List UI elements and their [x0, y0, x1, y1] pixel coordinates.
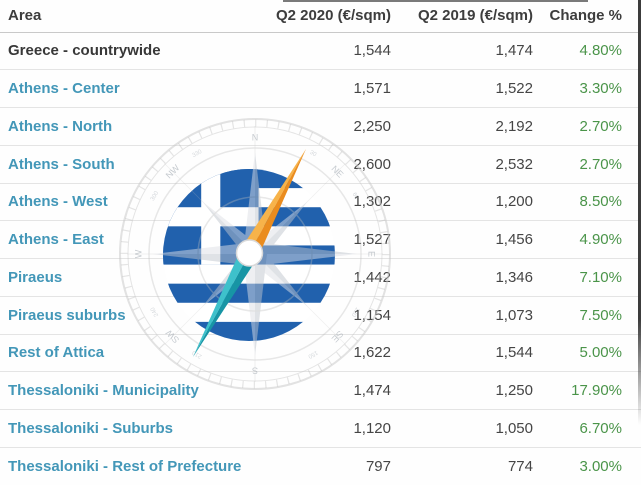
change-percent-value: 6.70%: [533, 409, 641, 448]
change-percent-value: 7.10%: [533, 258, 641, 297]
q2-2020-value: 1,474: [271, 371, 391, 410]
area-cell: Rest of Attica: [0, 334, 271, 373]
change-percent-value: 2.70%: [533, 145, 641, 184]
col-header-area: Area: [0, 0, 271, 33]
table-row: Athens - West 1,302 1,200 8.50%: [0, 183, 641, 222]
q2-2020-value: 797: [365, 457, 391, 475]
q2-2020-value: 2,600: [271, 145, 391, 184]
q2-2019-value: 774: [507, 457, 533, 475]
q2-2019-value: 1,050: [391, 409, 533, 448]
area-cell: Thessaloniki - Suburbs: [0, 409, 271, 448]
col-header-change: Change %: [533, 0, 641, 33]
right-edge-border: [638, 0, 641, 425]
area-link[interactable]: Thessaloniki - Suburbs: [8, 419, 174, 437]
top-edge-border: [283, 0, 588, 2]
area-cell: Athens - South: [0, 145, 271, 184]
area-link[interactable]: Athens - East: [8, 231, 104, 249]
q2-2019-value: 1,200: [391, 183, 533, 222]
area-cell: Athens - West: [0, 183, 271, 222]
table-row: Thessaloniki - Rest of Prefecture 797 774 3…: [0, 447, 641, 485]
q2-2020-value: 1,544: [271, 32, 391, 71]
q2-2020-value: 1,154: [271, 296, 391, 335]
area-cell: Greece - countrywide: [0, 32, 271, 71]
table-header: Area Q2 2020 (€/sqm) Q2 2019 (€/sqm) Cha…: [0, 0, 641, 33]
area-link[interactable]: Piraeus suburbs: [8, 306, 126, 324]
table-row: Athens - East 1,527 1,456 4.90%: [0, 220, 641, 259]
area-link[interactable]: Thessaloniki - Rest of Prefecture: [8, 457, 242, 475]
change-percent-value: 3.00%: [579, 457, 622, 475]
change-percent-value: 4.80%: [533, 32, 641, 71]
q2-2019-value: 1,544: [391, 334, 533, 373]
q2-2019-value: 1,250: [391, 371, 533, 410]
q2-2020-value: 1,527: [271, 220, 391, 259]
area-cell: Athens - Center: [0, 69, 271, 108]
header-row: Area Q2 2020 (€/sqm) Q2 2019 (€/sqm) Cha…: [0, 0, 641, 33]
change-percent-value: 2.70%: [533, 107, 641, 146]
change-percent-value: 17.90%: [533, 371, 641, 410]
q2-2020-value: 1,302: [271, 183, 391, 222]
table-row: Thessaloniki - Municipality 1,474 1,250 17.…: [0, 371, 641, 410]
area-link[interactable]: Thessaloniki - Municipality: [8, 382, 199, 400]
table-row: Rest of Attica 1,622 1,544 5.00%: [0, 334, 641, 373]
q2-2019-value: 1,522: [391, 69, 533, 108]
change-percent-value: 5.00%: [533, 334, 641, 373]
area-cell: Thessaloniki - Municipality: [0, 371, 271, 410]
q2-2019-value: 1,073: [391, 296, 533, 335]
area-link[interactable]: Athens - North: [8, 117, 113, 135]
change-percent-value: 8.50%: [533, 183, 641, 222]
area-link[interactable]: Athens - Center: [8, 80, 120, 98]
area-link[interactable]: Athens - South: [8, 155, 115, 173]
area-link[interactable]: Rest of Attica: [8, 344, 105, 362]
q2-2019-value: 1,456: [391, 220, 533, 259]
table-row: Piraeus 1,442 1,346 7.10%: [0, 258, 641, 297]
table-row: Athens - North 2,250 2,192 2.70%: [0, 107, 641, 146]
change-percent-value: 7.50%: [533, 296, 641, 335]
area-cell: Athens - East: [0, 220, 271, 259]
col-header-q2-2020: Q2 2020 (€/sqm): [271, 0, 391, 33]
col-header-q2-2019: Q2 2019 (€/sqm): [391, 0, 533, 33]
q2-2019-value: 1,474: [391, 32, 533, 71]
table-row: Greece - countrywide 1,544 1,474 4.80%: [0, 32, 641, 71]
table-row: Athens - South 2,600 2,532 2.70%: [0, 145, 641, 184]
area-cell: Piraeus: [0, 258, 271, 297]
area-cell: Thessaloniki - Rest of Prefecture: [0, 447, 271, 485]
q2-2019-value: 2,532: [391, 145, 533, 184]
change-percent-value: 4.90%: [533, 220, 641, 259]
table-row: Thessaloniki - Suburbs 1,120 1,050 6.70%: [0, 409, 641, 448]
change-percent-value: 3.30%: [533, 69, 641, 108]
table-body: Greece - countrywide 1,544 1,474 4.80% Athen…: [0, 32, 641, 485]
q2-2019-value: 2,192: [391, 107, 533, 146]
area-link[interactable]: Piraeus: [8, 268, 63, 286]
q2-2020-value: 1,120: [271, 409, 391, 448]
q2-2020-value: 2,250: [271, 107, 391, 146]
q2-2019-value: 1,346: [391, 258, 533, 297]
area-cell: Athens - North: [0, 107, 271, 146]
area-label: Greece - countrywide: [8, 42, 161, 60]
area-link[interactable]: Athens - West: [8, 193, 108, 211]
area-cell: Piraeus suburbs: [0, 296, 271, 335]
q2-2020-value: 1,571: [271, 69, 391, 108]
q2-2020-value: 1,442: [271, 258, 391, 297]
table-row: Athens - Center 1,571 1,522 3.30%: [0, 69, 641, 108]
q2-2020-value: 1,622: [271, 334, 391, 373]
table-row: Piraeus suburbs 1,154 1,073 7.50%: [0, 296, 641, 335]
